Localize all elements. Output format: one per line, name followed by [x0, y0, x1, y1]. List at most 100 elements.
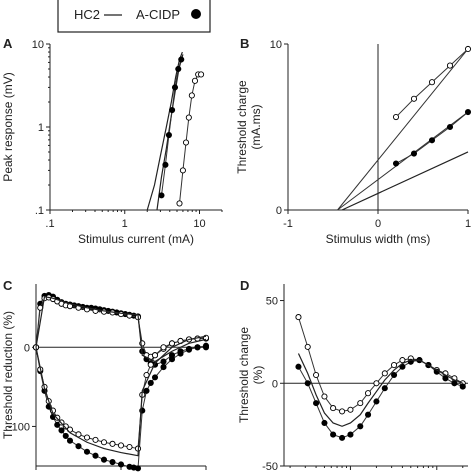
- panel-d-y-tick-label: 50: [266, 296, 278, 308]
- panel-a-data-point: [191, 77, 199, 84]
- panel-d-y-axis-label: (%): [251, 366, 265, 385]
- panel-d-data-point: [459, 383, 466, 390]
- panel-c-data-point: [168, 356, 176, 363]
- panel-b-data-point: [410, 150, 418, 157]
- panel-d-data-point: [330, 405, 337, 412]
- panel-c-data-point: [66, 437, 74, 444]
- panel-a-data-point: [178, 56, 185, 63]
- panel-b-series-line: [341, 151, 469, 211]
- panel-a-data-point: [182, 139, 190, 146]
- panel-b-x-axis-label: Stimulus width (ms): [326, 232, 431, 246]
- panel-b-data-point: [428, 137, 436, 144]
- panel-b-data-point: [464, 109, 472, 116]
- panel-c-data-point: [117, 311, 125, 318]
- legend-label-hc2: HC2: [74, 7, 100, 22]
- panel-a-data-point: [188, 92, 195, 99]
- panel-a-x-axis-label: Stimulus current (mA): [78, 232, 194, 246]
- panel-c-data-point: [160, 364, 167, 371]
- panel-d-y-axis-label: Threshold change: [237, 327, 251, 423]
- panel-d-data-point: [321, 419, 328, 427]
- panel-d-data-point: [330, 431, 337, 438]
- panel-d-data-point: [295, 363, 302, 370]
- panel-d-data-point: [399, 357, 406, 364]
- panel-b-y-axis-label: Threshold charge: [235, 80, 249, 174]
- panel-a-y-tick-label: .1: [35, 205, 44, 217]
- panel-d-data-point: [373, 398, 380, 405]
- panel-d-data-point: [365, 390, 372, 397]
- panel-d-data-point: [313, 400, 320, 407]
- panel-c-data-point: [117, 461, 125, 468]
- panel-d-data-point: [365, 411, 372, 418]
- panel-c-data-point: [185, 346, 193, 353]
- panel-b-y-tick-label: 0: [276, 205, 282, 217]
- panel-c-data-point: [147, 361, 154, 368]
- panel-d-data-point: [373, 380, 380, 387]
- panel-c-data-point: [100, 456, 108, 463]
- panel-d-data-point: [321, 393, 328, 400]
- panel-a-data-point: [169, 107, 176, 114]
- panel-d-data-point: [347, 406, 354, 413]
- panel-b-data-point: [410, 95, 418, 102]
- panel-c-series-line: [35, 345, 207, 469]
- panel-c-data-point: [58, 427, 65, 434]
- panel-a-x-tick-label: 1: [122, 218, 128, 230]
- panel-b-data-point: [428, 79, 436, 86]
- panel-c-data-point: [83, 448, 91, 455]
- panel-c-data-point: [92, 436, 99, 443]
- panel-c-data-point: [75, 443, 82, 450]
- panel-d-data-point: [381, 385, 388, 392]
- panel-letter-c: C: [3, 278, 13, 293]
- panel-d-data-point: [451, 380, 458, 387]
- panel-a-data-point: [179, 167, 186, 174]
- panel-c-data-point: [134, 465, 142, 472]
- panel-a-y-tick-label: 10: [32, 39, 44, 51]
- panel-a-data-point: [158, 192, 165, 199]
- panel-b-x-tick-label: -1: [283, 218, 293, 230]
- panel-c-data-point: [100, 439, 108, 446]
- panel-d-data-point: [313, 371, 320, 379]
- legend: HC2 A-CIDP: [57, 0, 211, 33]
- panel-a-y-axis-label: Peak response (mV): [1, 72, 15, 181]
- panel-letter-a: A: [3, 36, 13, 51]
- panel-d-data-point: [339, 434, 346, 441]
- panel-d-data-point: [304, 343, 311, 350]
- panel-c-data-point: [202, 342, 210, 349]
- panel-c-data-point: [83, 434, 91, 441]
- panel-b-data-point: [392, 160, 400, 167]
- panel-d-data-point: [304, 380, 311, 387]
- panel-d-data-point: [390, 371, 398, 379]
- panel-b-data-point: [464, 45, 472, 53]
- panel-c-data-point: [109, 440, 116, 447]
- panel-a-x-tick-label: .1: [45, 218, 54, 230]
- panel-d-y-tick-label: -50: [262, 461, 278, 473]
- panel-b-data-point: [446, 123, 454, 131]
- panel-a-series-line: [146, 51, 183, 211]
- panel-d-data-point: [442, 375, 449, 382]
- panel-c-data-point: [126, 443, 133, 451]
- panel-a-data-point: [165, 131, 172, 139]
- panel-b-x-tick-label: 1: [465, 218, 471, 230]
- panel-a-data-point: [162, 161, 169, 168]
- panel-d-data-point: [390, 362, 398, 369]
- panel-a-data-point: [185, 114, 192, 121]
- panel-a-y-tick-label: 1: [38, 122, 44, 134]
- panel-c-data-point: [117, 442, 125, 449]
- panel-a-data-point: [176, 200, 183, 207]
- panel-c-y-axis-label: Threshold reduction (%): [1, 311, 15, 439]
- panel-a-data-point: [175, 65, 182, 73]
- panel-c-series-line: [35, 295, 207, 363]
- panel-a-chart: .1 1 10 .1 1 10 Stimulus current (mA) Peak resp…: [1, 39, 223, 246]
- panel-c-y-tick-label: -100: [8, 421, 30, 433]
- panel-b-data-point: [446, 62, 454, 69]
- legend-box: [57, 0, 211, 33]
- panel-d-data-point: [339, 408, 346, 415]
- panel-c-data-point: [168, 340, 176, 347]
- legend-label-acidp: A-CIDP: [136, 7, 180, 22]
- panel-d-data-point: [357, 400, 364, 407]
- panel-a-data-point: [171, 84, 179, 91]
- panel-c-data-point: [143, 387, 150, 394]
- panel-c-data-point: [62, 432, 69, 439]
